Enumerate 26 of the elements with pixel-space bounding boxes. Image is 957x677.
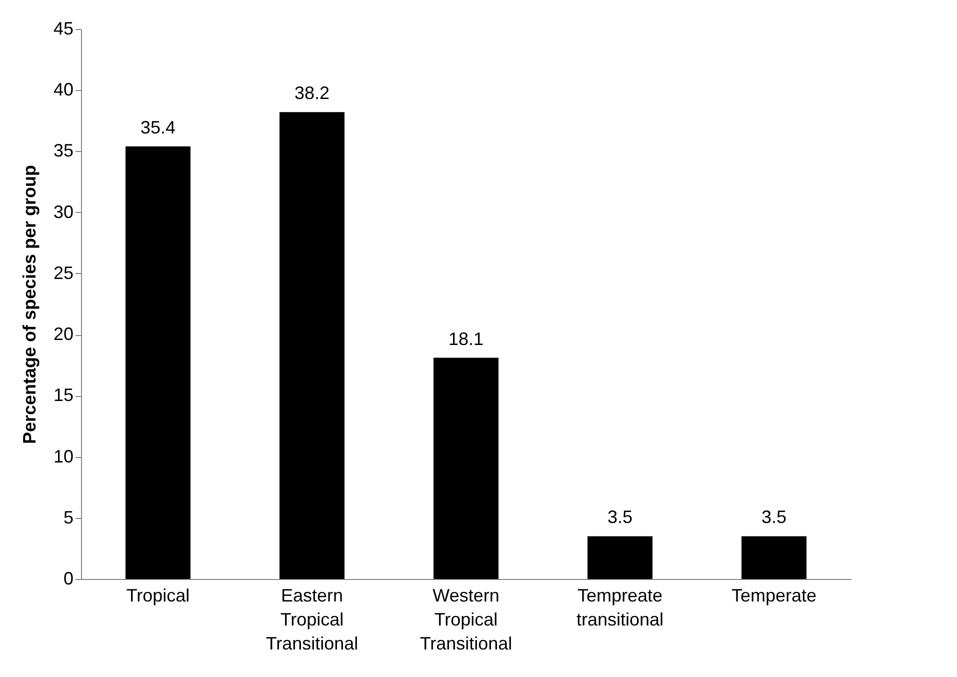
y-tick-label: 45: [53, 18, 74, 38]
x-tick-label: Temperate: [731, 586, 817, 606]
y-tick-label: 35: [53, 140, 74, 161]
data-label: 38.2: [294, 83, 330, 104]
bar: [280, 112, 344, 579]
bar: [742, 536, 806, 579]
x-tick-label: Tropical: [126, 586, 190, 606]
x-tick-label: Eastern Tropical Transitional: [266, 586, 358, 654]
y-tick-label: 15: [53, 385, 74, 406]
bar: [434, 358, 498, 579]
data-label: 3.5: [761, 507, 787, 528]
data-label: 18.1: [448, 328, 484, 349]
y-tick-label: 40: [53, 80, 74, 100]
bar: [588, 536, 652, 579]
y-tick-label: 20: [53, 324, 74, 344]
y-axis-title: Percentage of species per group: [19, 164, 40, 444]
data-label: 3.5: [607, 507, 633, 528]
y-tick-label: 5: [63, 507, 74, 528]
y-tick-label: 0: [63, 568, 74, 588]
data-label: 35.4: [140, 117, 176, 138]
bar: [126, 146, 190, 579]
x-tick-label: Tempreate transitional: [576, 586, 664, 630]
y-tick-label: 25: [53, 262, 74, 283]
x-tick-label: Western Tropical Transitional: [420, 586, 512, 654]
y-tick-label: 10: [53, 446, 74, 466]
y-tick-label: 30: [53, 202, 74, 222]
